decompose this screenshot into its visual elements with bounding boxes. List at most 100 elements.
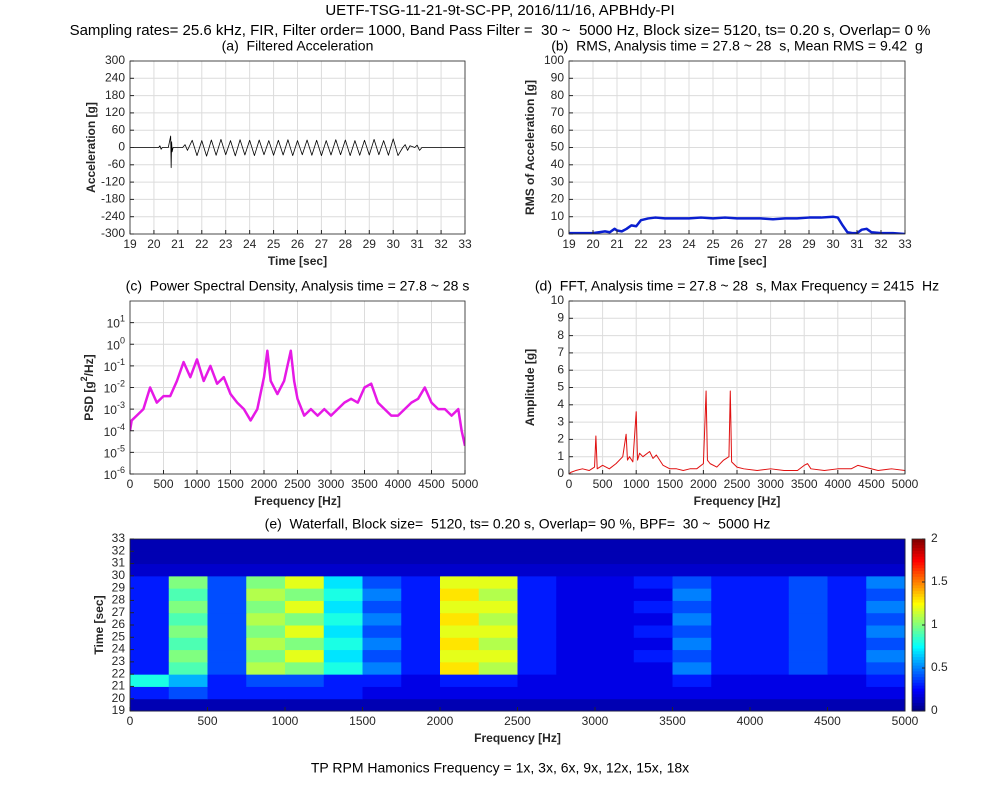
- heat-cell: [556, 686, 596, 700]
- heat-cell: [788, 698, 828, 712]
- heat-cell: [362, 600, 402, 614]
- colorbar-tick-label: 1.5: [931, 574, 948, 588]
- heat-cell: [672, 661, 712, 675]
- heat-cell: [517, 686, 557, 700]
- x-tick-label: 1000: [623, 477, 650, 491]
- heat-cell: [750, 637, 790, 651]
- x-tick-label: 33: [898, 237, 912, 251]
- heat-cell: [323, 575, 363, 589]
- heat-cell: [323, 649, 363, 663]
- heat-cell: [323, 686, 363, 700]
- colorbar-step: [912, 547, 925, 551]
- colorbar-step: [912, 590, 925, 594]
- axes-frame: [129, 60, 466, 235]
- colorbar-step: [912, 679, 925, 683]
- colorbar-step: [912, 539, 925, 543]
- heat-cell: [866, 588, 906, 601]
- y-tick-label: -240: [101, 209, 125, 223]
- x-tick-label: 19: [562, 237, 576, 251]
- heat-cell: [323, 612, 363, 626]
- heat-cell: [633, 600, 673, 614]
- y-tick-label: 22: [112, 666, 126, 680]
- heat-cell: [401, 551, 441, 565]
- heat-cell: [827, 686, 867, 700]
- heat-cell: [362, 551, 402, 565]
- y-tick-label: -60: [108, 157, 126, 171]
- colorbar-step: [912, 610, 925, 615]
- heat-cell: [323, 637, 363, 651]
- y-tick-label: 26: [112, 617, 126, 631]
- heat-cell: [556, 539, 596, 552]
- y-axis-label: Amplitude [g]: [523, 349, 537, 426]
- heat-cell: [168, 539, 208, 552]
- heat-cell: [440, 612, 480, 626]
- heat-cell: [517, 575, 557, 589]
- figure-subtitle: Sampling rates= 25.6 kHz, FIR, Filter or…: [70, 22, 931, 39]
- x-tick-label: 28: [778, 237, 792, 251]
- heat-cell: [207, 649, 247, 663]
- heat-cell: [440, 539, 480, 552]
- heat-cell: [440, 674, 480, 687]
- heat-cell: [750, 588, 790, 601]
- heat-cell: [595, 661, 635, 675]
- x-tick-label: 2000: [690, 477, 717, 491]
- x-tick-label: 21: [610, 237, 624, 251]
- heat-cell: [556, 661, 596, 675]
- heat-cell: [827, 661, 867, 675]
- heat-cell: [401, 674, 441, 687]
- x-tick-label: 3500: [791, 477, 818, 491]
- axes-frame: [568, 60, 906, 235]
- heat-cell: [130, 563, 170, 577]
- heat-cell: [246, 649, 286, 663]
- heat-cell: [866, 612, 906, 626]
- heat-cell: [168, 637, 208, 651]
- heat-cell: [440, 698, 480, 712]
- colorbar-step: [912, 699, 925, 703]
- x-tick-label: 20: [147, 237, 161, 251]
- heat-cell: [168, 563, 208, 577]
- y-tick-label: 80: [551, 88, 565, 102]
- heat-cell: [285, 661, 325, 675]
- y-tick-label: 0: [118, 140, 125, 154]
- heat-cell: [672, 588, 712, 601]
- colorbar-step: [912, 696, 925, 701]
- heat-cell: [672, 649, 712, 663]
- colorbar-step: [912, 682, 925, 686]
- heat-cell: [595, 539, 635, 552]
- y-tick-label: 6: [557, 362, 564, 376]
- y-tick-label: 120: [105, 105, 125, 119]
- y-axis-label: RMS of Acceleration [g]: [523, 80, 537, 215]
- colorbar-step: [912, 570, 925, 574]
- heat-cell: [711, 588, 751, 601]
- heat-cell: [866, 600, 906, 614]
- heat-cell: [440, 588, 480, 601]
- heat-cell: [323, 563, 363, 577]
- heat-cell: [788, 625, 828, 638]
- y-tick-label: 32: [112, 543, 126, 557]
- colorbar-step: [912, 685, 925, 689]
- heat-cell: [246, 637, 286, 651]
- x-tick-label: 26: [730, 237, 744, 251]
- heat-cell: [595, 674, 635, 687]
- heat-cell: [168, 588, 208, 601]
- heat-cell: [672, 563, 712, 577]
- heat-cell: [478, 674, 518, 687]
- heat-cell: [285, 563, 325, 577]
- heat-cell: [362, 674, 402, 687]
- heat-cell: [866, 563, 906, 577]
- heat-cell: [672, 539, 712, 552]
- y-tick-label: 101: [107, 314, 125, 331]
- x-tick-label: 30: [387, 237, 401, 251]
- heat-cell: [672, 698, 712, 712]
- x-tick-label: 22: [195, 237, 209, 251]
- x-tick-label: 24: [243, 237, 257, 251]
- colorbar-step: [912, 642, 925, 646]
- heat-cell: [362, 649, 402, 663]
- heat-cell: [207, 612, 247, 626]
- figure-caption: TP RPM Hamonics Frequency = 1x, 3x, 6x, …: [311, 760, 689, 776]
- heat-cell: [866, 649, 906, 663]
- colorbar-step: [912, 561, 925, 566]
- heat-cell: [595, 625, 635, 638]
- y-tick-label: 24: [112, 642, 126, 656]
- heat-cell: [401, 625, 441, 638]
